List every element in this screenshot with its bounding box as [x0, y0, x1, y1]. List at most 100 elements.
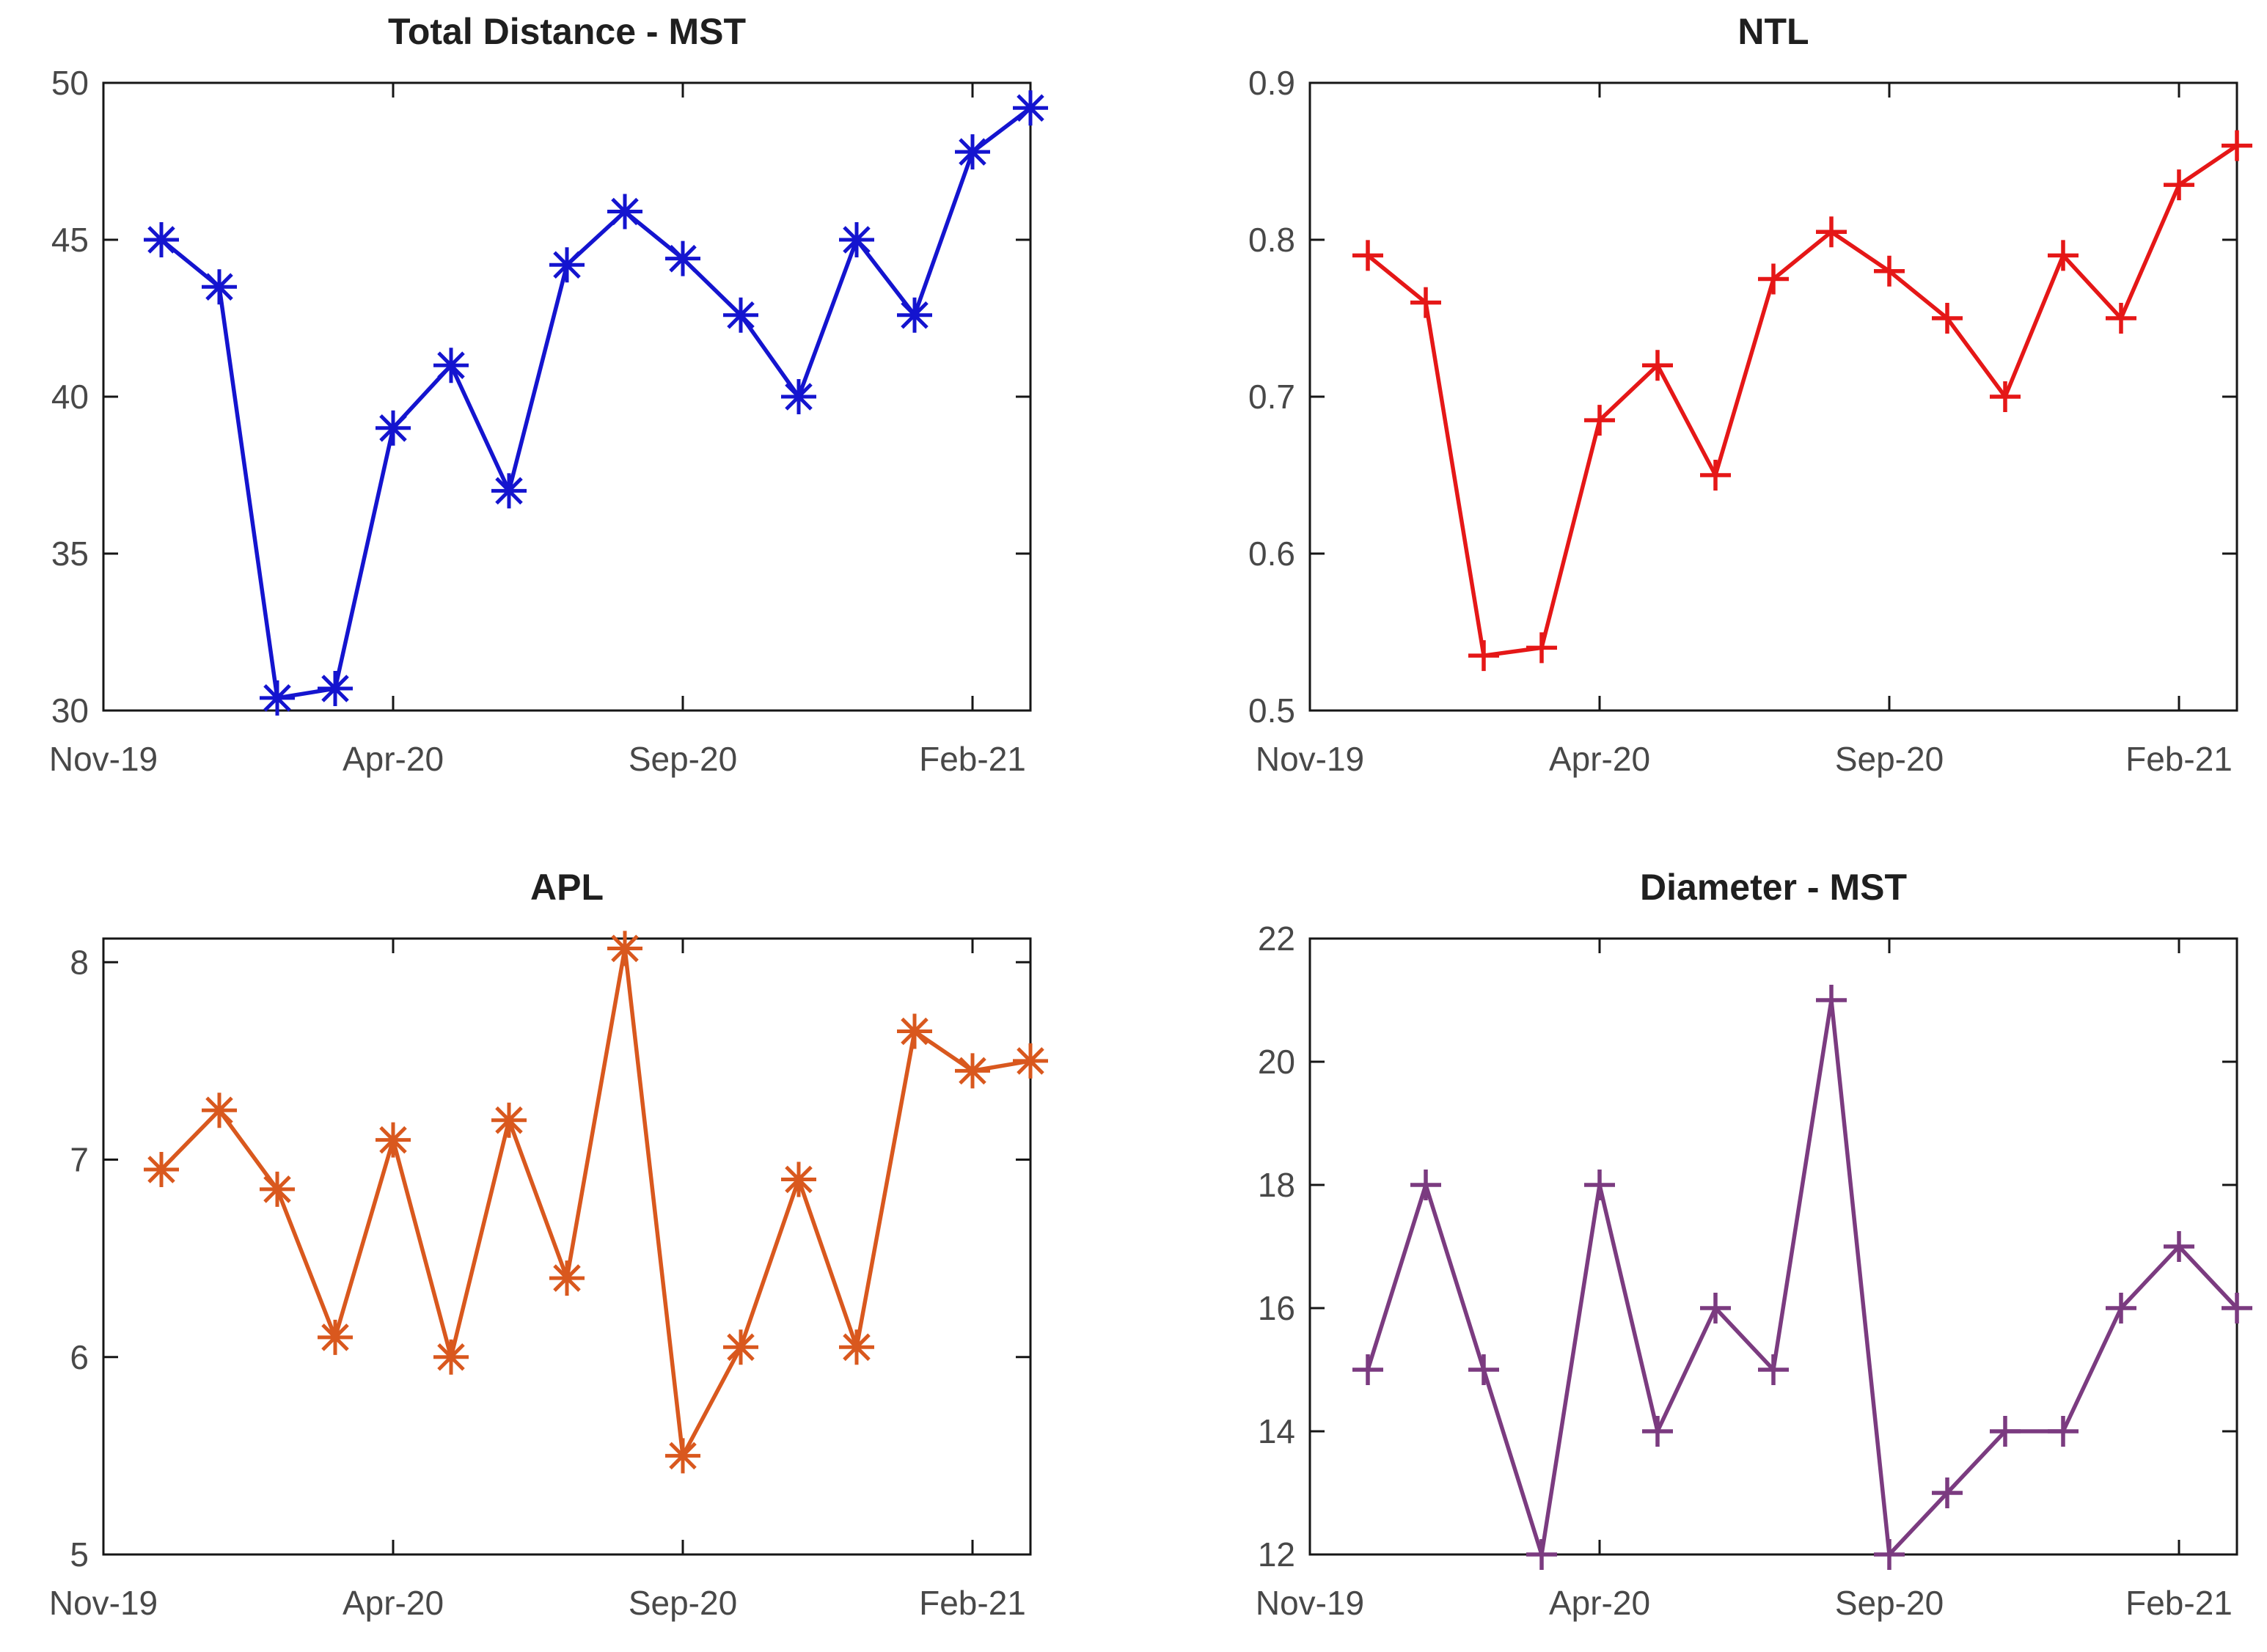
data-point-marker — [260, 680, 295, 716]
data-point-marker — [2106, 303, 2136, 334]
y-tick-label: 20 — [1258, 1043, 1295, 1081]
data-point-marker — [897, 1013, 932, 1049]
data-point-marker — [1410, 287, 1441, 318]
data-point-marker — [1874, 255, 1905, 287]
data-point-marker — [665, 1438, 700, 1474]
data-point-marker — [781, 1161, 816, 1197]
data-point-marker — [1352, 1354, 1383, 1385]
y-tick-label: 16 — [1258, 1289, 1295, 1327]
x-tick-label: Apr-20 — [1549, 1584, 1650, 1622]
x-tick-label: Sep-20 — [629, 1584, 737, 1622]
data-point-marker — [144, 222, 179, 257]
data-point-marker — [781, 379, 816, 414]
data-line — [1366, 998, 2239, 1557]
data-point-marker — [549, 1260, 585, 1296]
data-point-marker — [665, 241, 700, 276]
y-tick-label: 0.6 — [1248, 535, 1295, 573]
data-point-marker — [1410, 1170, 1441, 1200]
x-tick-label: Nov-19 — [49, 1584, 158, 1622]
chart-title-diameter-mst: Diameter - MST — [1640, 867, 1907, 908]
chart-title-total-distance-mst: Total Distance - MST — [387, 11, 746, 52]
data-point-marker — [2106, 1293, 2136, 1324]
data-line — [160, 106, 1032, 700]
data-point-marker — [549, 247, 585, 283]
data-point-marker — [1584, 405, 1615, 436]
data-point-marker — [1932, 303, 1963, 334]
data-point-marker — [2048, 240, 2079, 271]
data-point-marker — [1013, 1043, 1048, 1079]
data-point-marker — [723, 297, 758, 333]
data-point-marker — [202, 269, 237, 305]
data-point-marker — [839, 1329, 874, 1365]
chart-title-apl: APL — [530, 867, 604, 908]
x-tick-label: Nov-19 — [1256, 740, 1364, 778]
data-point-marker — [376, 1122, 411, 1158]
data-point-marker — [2164, 169, 2194, 201]
y-tick-label: 0.8 — [1248, 221, 1295, 259]
y-tick-label: 18 — [1258, 1166, 1295, 1204]
data-point-marker — [2222, 1293, 2252, 1324]
y-tick-label: 50 — [51, 64, 89, 102]
y-tick-label: 45 — [51, 221, 89, 259]
x-tick-label: Feb-21 — [919, 740, 1026, 778]
subplot-ntl: Nov-19 Apr-20 Sep-20 Feb-21 0.5 0.6 0.7 0.8 0.9 … — [1133, 0, 2267, 826]
chart-canvas-total-distance-mst: Nov-19 Apr-20 Sep-20 Feb-21 30 35 40 45 50 — [49, 64, 1048, 778]
data-point-marker — [1468, 640, 1499, 672]
data-point-marker — [1758, 263, 1789, 295]
data-point-marker — [260, 1171, 295, 1207]
x-tick-label: Apr-20 — [343, 740, 444, 778]
subplot-apl: Nov-19 Apr-20 Sep-20 Feb-21 5 6 7 8 APL — [0, 826, 1134, 1652]
data-point-marker — [607, 930, 642, 966]
y-tick-label: 6 — [70, 1338, 89, 1376]
y-tick-label: 0.5 — [1248, 691, 1295, 730]
y-tick-label: 0.9 — [1248, 64, 1295, 102]
data-point-marker — [1584, 1170, 1615, 1200]
data-point-marker — [1700, 1293, 1731, 1324]
data-point-marker — [1990, 1416, 2021, 1447]
data-point-marker — [839, 222, 874, 257]
y-tick-label: 40 — [51, 378, 89, 416]
axis-frame — [102, 937, 1032, 1556]
x-tick-label: Nov-19 — [1256, 1584, 1364, 1622]
subplot-diameter-mst: Nov-19 Apr-20 Sep-20 Feb-21 12 14 16 18 20 22 Dia… — [1133, 826, 2267, 1652]
x-tick-label: Feb-21 — [2125, 740, 2233, 778]
chart-title-ntl: NTL — [1737, 11, 1809, 52]
data-point-marker — [1352, 240, 1383, 271]
y-tick-label: 8 — [70, 943, 89, 981]
data-point-marker — [144, 1152, 179, 1187]
data-point-marker — [1990, 381, 2021, 412]
chart-canvas-ntl: Nov-19 Apr-20 Sep-20 Feb-21 0.5 0.6 0.7 0.8 0.9 — [1248, 64, 2252, 778]
data-point-marker — [202, 1093, 237, 1128]
data-point-marker — [955, 134, 990, 170]
data-point-marker — [897, 297, 932, 333]
data-point-marker — [318, 1319, 353, 1355]
x-tick-label: Sep-20 — [1835, 740, 1944, 778]
data-point-marker — [491, 473, 527, 509]
data-point-marker — [1642, 350, 1673, 381]
x-tick-label: Feb-21 — [2125, 1584, 2233, 1622]
data-point-marker — [723, 1329, 758, 1365]
y-tick-label: 0.7 — [1248, 378, 1295, 416]
y-tick-label: 22 — [1258, 919, 1295, 958]
axis-frame — [102, 81, 1032, 712]
y-tick-label: 7 — [70, 1141, 89, 1179]
chart-canvas-apl: Nov-19 Apr-20 Sep-20 Feb-21 5 6 7 8 — [49, 930, 1048, 1622]
data-point-marker — [1932, 1477, 1963, 1508]
data-point-marker — [318, 671, 353, 707]
x-tick-label: Sep-20 — [1835, 1584, 1944, 1622]
data-point-marker — [2048, 1416, 2079, 1447]
data-point-marker — [955, 1053, 990, 1089]
data-point-marker — [2164, 1231, 2194, 1262]
data-point-marker — [433, 1339, 469, 1375]
x-tick-label: Nov-19 — [49, 740, 158, 778]
data-point-marker — [1758, 1354, 1789, 1385]
x-tick-label: Apr-20 — [1549, 740, 1650, 778]
data-point-marker — [491, 1102, 527, 1138]
x-tick-label: Sep-20 — [629, 740, 737, 778]
y-tick-label: 5 — [70, 1535, 89, 1574]
axis-frame — [1308, 937, 2238, 1556]
data-point-marker — [1526, 1539, 1557, 1570]
data-line — [160, 946, 1031, 1458]
axis-frame — [1308, 81, 2238, 712]
